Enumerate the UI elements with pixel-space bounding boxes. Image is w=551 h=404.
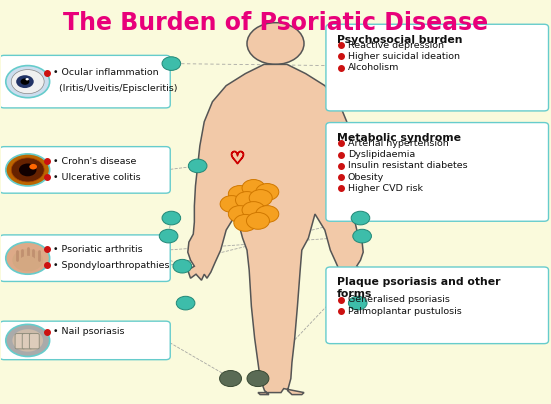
Circle shape (235, 191, 258, 208)
Circle shape (159, 229, 178, 243)
Circle shape (247, 23, 304, 64)
FancyBboxPatch shape (0, 235, 170, 282)
Circle shape (20, 78, 29, 85)
Text: The Burden of Psoriatic Disease: The Burden of Psoriatic Disease (63, 11, 488, 36)
Text: • Psoriatic arthritis: • Psoriatic arthritis (53, 245, 143, 254)
Circle shape (12, 329, 43, 351)
Circle shape (249, 189, 272, 206)
Circle shape (29, 164, 37, 170)
Circle shape (19, 256, 36, 269)
Text: forms: forms (337, 290, 372, 299)
Circle shape (6, 324, 50, 356)
Circle shape (256, 206, 279, 223)
Circle shape (348, 296, 367, 310)
Circle shape (6, 154, 50, 186)
Text: • Nail psoriasis: • Nail psoriasis (53, 327, 125, 336)
Text: Higher suicidal ideation: Higher suicidal ideation (348, 52, 460, 61)
Text: Psychosocial burden: Psychosocial burden (337, 35, 462, 45)
Text: Higher CVD risk: Higher CVD risk (348, 184, 423, 193)
Text: (Iritis/Uveitis/Episcleritis): (Iritis/Uveitis/Episcleritis) (53, 84, 178, 93)
Circle shape (228, 185, 251, 202)
Circle shape (234, 215, 257, 231)
Circle shape (220, 196, 243, 213)
Circle shape (247, 370, 269, 387)
Text: Palmoplantar pustulosis: Palmoplantar pustulosis (348, 307, 462, 316)
Text: • Spondyloarthropathies: • Spondyloarthropathies (53, 261, 170, 270)
Circle shape (16, 75, 34, 88)
FancyBboxPatch shape (326, 122, 548, 221)
Text: • Ocular inflammation: • Ocular inflammation (53, 68, 159, 77)
Circle shape (11, 158, 44, 182)
Text: Generalised psoriasis: Generalised psoriasis (348, 295, 450, 304)
FancyBboxPatch shape (22, 334, 32, 349)
Circle shape (19, 164, 36, 176)
Circle shape (256, 183, 279, 200)
FancyBboxPatch shape (0, 321, 170, 360)
Circle shape (220, 370, 241, 387)
Text: Obesity: Obesity (348, 173, 384, 182)
Circle shape (162, 57, 181, 70)
Text: Arterial hypertension: Arterial hypertension (348, 139, 449, 148)
Circle shape (228, 206, 251, 223)
Text: Metabolic syndrome: Metabolic syndrome (337, 133, 461, 143)
FancyBboxPatch shape (0, 55, 170, 108)
FancyBboxPatch shape (326, 267, 548, 344)
Circle shape (6, 242, 50, 274)
Text: Reactive depression: Reactive depression (348, 41, 444, 50)
Circle shape (351, 211, 370, 225)
Circle shape (25, 78, 29, 80)
Polygon shape (188, 64, 363, 395)
Circle shape (242, 202, 265, 219)
FancyBboxPatch shape (15, 334, 25, 349)
Circle shape (242, 179, 265, 196)
FancyBboxPatch shape (29, 334, 39, 349)
Circle shape (246, 213, 269, 229)
Text: Plaque psoriasis and other: Plaque psoriasis and other (337, 278, 500, 287)
Circle shape (162, 211, 181, 225)
Text: Dyslipidaemia: Dyslipidaemia (348, 150, 415, 159)
Circle shape (11, 69, 44, 94)
Circle shape (173, 259, 192, 273)
Text: • Crohn's disease: • Crohn's disease (53, 157, 137, 166)
Circle shape (12, 249, 43, 271)
Text: Alcoholism: Alcoholism (348, 63, 399, 72)
Text: Insulin resistant diabetes: Insulin resistant diabetes (348, 161, 467, 170)
Circle shape (6, 65, 50, 98)
FancyBboxPatch shape (0, 147, 170, 193)
Circle shape (176, 296, 195, 310)
Circle shape (353, 229, 371, 243)
FancyBboxPatch shape (326, 24, 548, 111)
Circle shape (188, 159, 207, 173)
Text: • Ulcerative colitis: • Ulcerative colitis (53, 173, 141, 182)
